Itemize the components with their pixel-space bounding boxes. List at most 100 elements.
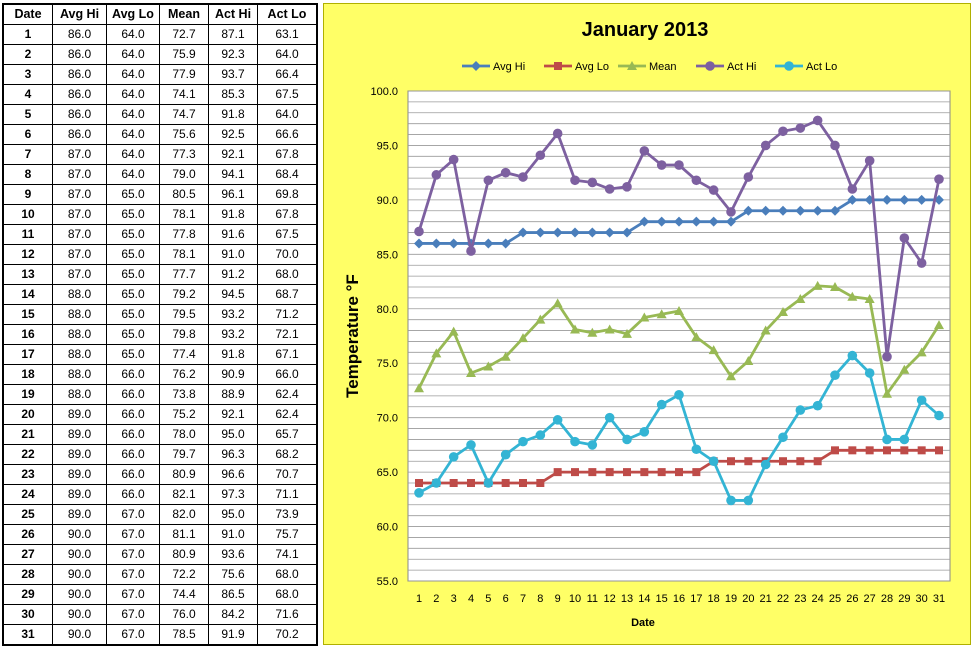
- data-point-act-lo: [639, 427, 650, 437]
- cell-act-lo: 71.2: [257, 304, 318, 325]
- x-tick-label: 31: [933, 593, 945, 605]
- data-point-avg-hi: [760, 205, 771, 216]
- x-tick-label: 4: [468, 593, 474, 605]
- table-row: 7 87.0 64.0 77.3 92.1 67.8: [2, 144, 318, 165]
- table-row: 29 90.0 67.0 74.4 86.5 68.0: [2, 584, 318, 605]
- cell-act-lo: 71.1: [257, 484, 318, 505]
- cell-date: 17: [2, 344, 53, 365]
- cell-mean: 78.1: [159, 204, 209, 225]
- cell-mean: 77.7: [159, 264, 209, 285]
- cell-mean: 78.1: [159, 244, 209, 265]
- cell-mean: 79.7: [159, 444, 209, 465]
- cell-avg-lo: 66.0: [106, 464, 160, 485]
- data-point-act-lo: [691, 444, 702, 455]
- cell-act-hi: 95.0: [208, 424, 258, 445]
- cell-date: 12: [2, 244, 53, 265]
- cell-act-hi: 96.6: [208, 464, 258, 485]
- cell-date: 28: [2, 564, 53, 585]
- cell-mean: 81.1: [159, 524, 209, 545]
- cell-mean: 72.7: [159, 24, 209, 45]
- data-point-avg-hi: [552, 227, 563, 238]
- cell-act-lo: 63.1: [257, 24, 318, 45]
- cell-avg-lo: 67.0: [106, 524, 160, 545]
- data-point-act-lo: [778, 432, 788, 443]
- cell-act-lo: 65.7: [257, 424, 318, 445]
- cell-avg-hi: 90.0: [52, 584, 107, 605]
- y-tick-label: 80.0: [377, 304, 398, 316]
- cell-avg-hi: 89.0: [52, 504, 107, 525]
- cell-avg-hi: 87.0: [52, 144, 107, 165]
- header-act-lo: Act Lo: [257, 3, 318, 25]
- cell-avg-lo: 65.0: [106, 244, 160, 265]
- data-point-avg-hi: [448, 238, 459, 249]
- cell-avg-lo: 64.0: [106, 24, 160, 45]
- cell-act-lo: 62.4: [257, 384, 318, 405]
- table-row: 3 86.0 64.0 77.9 93.7 66.4: [2, 64, 318, 85]
- cell-avg-hi: 87.0: [52, 244, 107, 265]
- data-point-avg-hi: [535, 227, 546, 238]
- cell-date: 23: [2, 464, 53, 485]
- data-point-avg-hi: [882, 194, 892, 205]
- cell-date: 4: [2, 84, 53, 105]
- cell-date: 22: [2, 444, 53, 465]
- cell-act-hi: 91.0: [208, 524, 258, 545]
- cell-act-lo: 64.0: [257, 44, 318, 65]
- cell-avg-hi: 88.0: [52, 364, 107, 385]
- header-avg-lo: Avg Lo: [106, 3, 160, 25]
- cell-act-hi: 93.2: [208, 324, 258, 345]
- cell-mean: 78.5: [159, 624, 209, 646]
- cell-mean: 82.0: [159, 504, 209, 525]
- data-point-act-hi: [899, 233, 910, 243]
- cell-date: 19: [2, 384, 53, 405]
- table-row: 31 90.0 67.0 78.5 91.9 70.2: [2, 624, 318, 646]
- cell-act-lo: 71.6: [257, 604, 318, 625]
- data-point-act-hi: [535, 150, 546, 161]
- data-point-act-hi: [778, 126, 788, 137]
- cell-act-hi: 92.1: [208, 144, 258, 165]
- cell-date: 14: [2, 284, 53, 305]
- x-tick-label: 10: [569, 593, 581, 605]
- data-point-mean: [934, 320, 944, 330]
- legend-label: Avg Lo: [575, 61, 609, 73]
- data-point-avg-hi: [622, 227, 632, 238]
- cell-act-hi: 94.1: [208, 164, 258, 185]
- legend-label: Act Lo: [806, 61, 837, 73]
- cell-mean: 79.2: [159, 284, 209, 305]
- cell-act-lo: 70.2: [257, 624, 318, 646]
- cell-date: 26: [2, 524, 53, 545]
- x-axis-title: Date: [631, 617, 655, 629]
- cell-mean: 77.3: [159, 144, 209, 165]
- plot-area: [407, 90, 951, 582]
- cell-act-hi: 92.5: [208, 124, 258, 145]
- data-point-act-hi: [760, 140, 771, 151]
- cell-date: 10: [2, 204, 53, 225]
- data-point-act-hi: [674, 160, 684, 170]
- data-point-avg-hi: [483, 238, 494, 249]
- data-point-mean: [916, 347, 927, 357]
- data-point-act-hi: [726, 207, 736, 217]
- table-row: 14 88.0 65.0 79.2 94.5 68.7: [2, 284, 318, 305]
- cell-mean: 79.5: [159, 304, 209, 325]
- data-point-act-lo: [760, 459, 771, 470]
- data-point-mean: [466, 368, 476, 378]
- cell-mean: 77.9: [159, 64, 209, 85]
- table-row: 6 86.0 64.0 75.6 92.5 66.6: [2, 124, 318, 145]
- x-tick-label: 16: [673, 593, 685, 605]
- data-point-act-hi: [622, 182, 632, 192]
- cell-mean: 76.0: [159, 604, 209, 625]
- cell-act-hi: 96.3: [208, 444, 258, 465]
- cell-avg-lo: 66.0: [106, 364, 160, 385]
- cell-avg-lo: 67.0: [106, 624, 160, 646]
- data-point-act-hi: [639, 146, 650, 156]
- data-point-mean: [604, 324, 615, 334]
- chart-panel: January 2013 Avg Hi Avg Lo Mean Act Hi Act L…: [323, 3, 971, 645]
- data-point-act-hi: [431, 170, 442, 180]
- cell-date: 7: [2, 144, 53, 165]
- cell-avg-hi: 88.0: [52, 284, 107, 305]
- cell-mean: 82.1: [159, 484, 209, 505]
- data-point-avg-lo: [692, 468, 701, 477]
- data-point-mean: [500, 351, 511, 361]
- cell-avg-lo: 64.0: [106, 164, 160, 185]
- data-point-act-hi: [812, 115, 823, 126]
- table-row: 30 90.0 67.0 76.0 84.2 71.6: [2, 604, 318, 625]
